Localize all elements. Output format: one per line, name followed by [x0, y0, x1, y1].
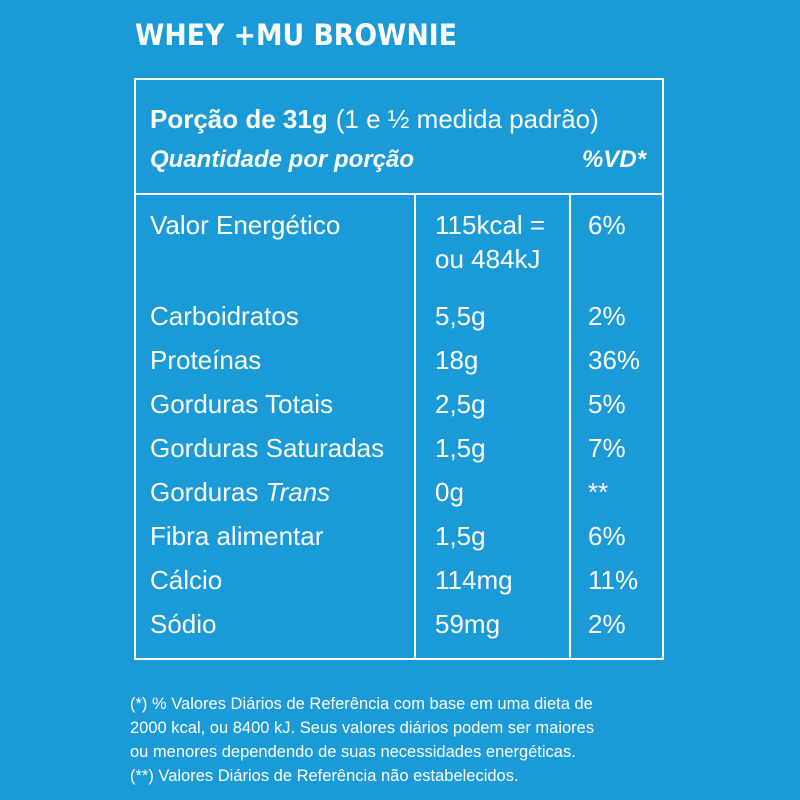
nutrient-amount: 0g	[435, 477, 464, 507]
nutrient-amount: 59mg	[435, 609, 501, 639]
nutrient-amount: 18g	[435, 345, 479, 375]
portion-label: Porção de 31g	[150, 104, 328, 134]
nutrient-name-italic: Trans	[265, 477, 331, 507]
nutrient-name: Sódio	[150, 609, 217, 639]
nutrient-name: Gorduras Totais	[150, 389, 334, 419]
footnote-line: 2000 kcal, ou 8400 kJ. Seus valores diár…	[130, 719, 595, 737]
nutrient-pct: **	[588, 477, 609, 507]
nutrition-table: Porção de 31g (1 e ½ medida padrão) Quant…	[134, 78, 664, 660]
quantity-per-portion-label: Quantidade por porção	[150, 146, 415, 173]
nutrient-amount: 115kcal = ou 484kJ	[435, 208, 545, 276]
product-title: WHEY +MU BROWNIE	[135, 18, 457, 52]
nutrient-pct: 5%	[588, 389, 626, 419]
nutrient-name-prefix: Gorduras	[150, 477, 259, 507]
nutrient-amount: 5,5g	[435, 301, 486, 331]
nutrient-amount: 1,5g	[435, 521, 486, 551]
portion-size: Porção de 31g (1 e ½ medida padrão)	[150, 104, 599, 135]
column-divider-amount	[414, 195, 416, 658]
nutrient-amount: 114mg	[435, 565, 513, 595]
footnote-line: (*) % Valores Diários de Referência com …	[130, 695, 593, 713]
nutrient-amount-line2: ou 484kJ	[435, 244, 541, 274]
nutrient-name: Gorduras Trans	[150, 475, 330, 509]
nutrient-name: Cálcio	[150, 565, 223, 595]
nutrition-table-header: Porção de 31g (1 e ½ medida padrão) Quant…	[136, 80, 662, 195]
nutrient-name: Valor Energético	[150, 210, 341, 240]
nutrient-amount: 2,5g	[435, 389, 486, 419]
portion-detail: (1 e ½ medida padrão)	[335, 104, 599, 134]
nutrient-pct: 2%	[588, 609, 626, 639]
nutrient-name: Gorduras Saturadas	[150, 433, 385, 463]
nutrient-pct: 11%	[588, 565, 639, 595]
nutrient-pct: 7%	[588, 433, 626, 463]
daily-value-label: %VD*	[581, 146, 646, 173]
nutrient-pct: 6%	[588, 521, 626, 551]
footnote: (*) % Valores Diários de Referência com …	[130, 692, 690, 788]
nutrient-pct: 36%	[588, 345, 641, 375]
nutrient-name: Carboidratos	[150, 301, 299, 331]
footnote-line: ou menores dependendo de suas necessidad…	[130, 743, 576, 761]
nutrient-pct: 2%	[588, 301, 626, 331]
column-divider-pct	[569, 195, 571, 658]
nutrient-name: Fibra alimentar	[150, 521, 324, 551]
nutrient-name: Proteínas	[150, 345, 262, 375]
nutrient-pct: 6%	[588, 210, 626, 240]
nutrient-amount: 1,5g	[435, 433, 486, 463]
footnote-line: (**) Valores Diários de Referência não e…	[130, 767, 519, 785]
nutrient-amount-line1: 115kcal =	[435, 210, 546, 240]
